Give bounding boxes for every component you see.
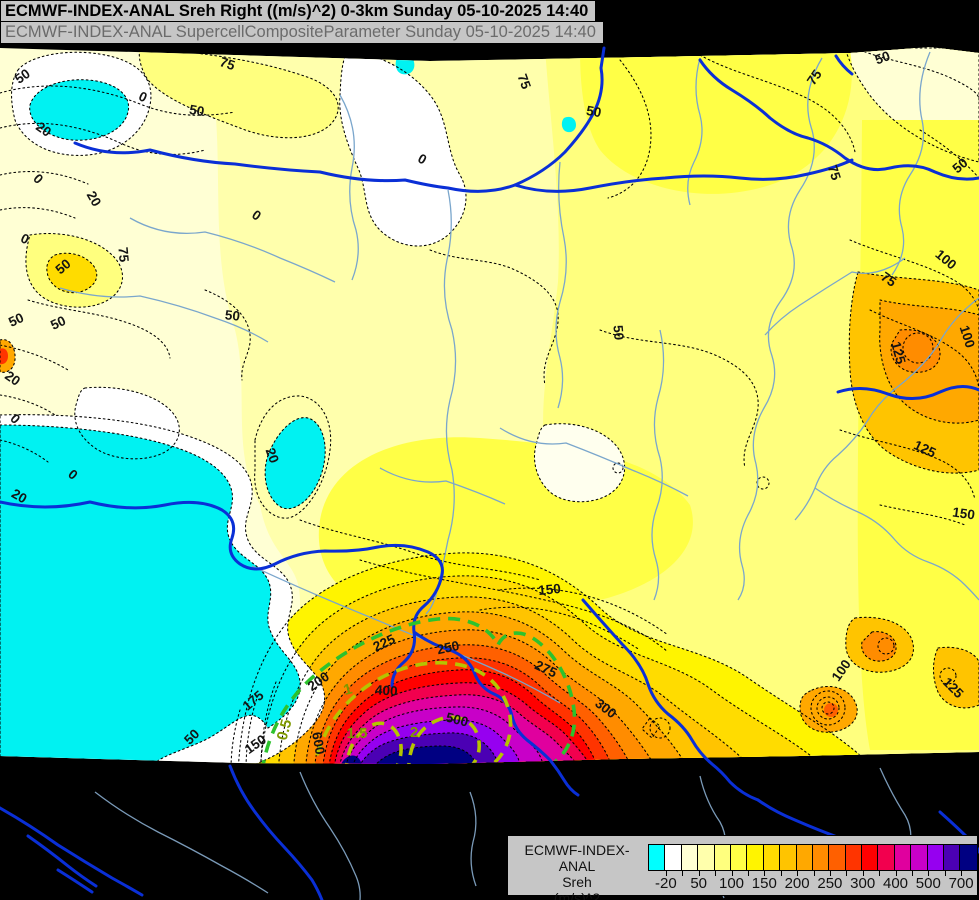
contour-value-label: 50 bbox=[188, 102, 205, 119]
legend-swatch bbox=[698, 845, 715, 870]
legend-tick-label: 700 bbox=[948, 875, 974, 892]
legend-tick-mark bbox=[764, 871, 766, 876]
contour-value-label: 75 bbox=[218, 54, 237, 73]
contour-value-label: 150 bbox=[538, 581, 562, 598]
legend-tick-mark bbox=[879, 871, 881, 876]
legend-swatch bbox=[665, 845, 682, 870]
contour-value-label: 50 bbox=[585, 103, 602, 120]
legend-swatch bbox=[829, 845, 846, 870]
country-borders bbox=[0, 46, 979, 900]
legend-swatch bbox=[845, 845, 863, 870]
legend-tick-mark bbox=[813, 871, 815, 876]
legend-swatch bbox=[747, 845, 764, 870]
scp-value-label: 1.5 bbox=[347, 725, 368, 742]
color-legend: ECMWF-INDEX-ANAL Sreh (m/s)^2 -20 50 100 15… bbox=[507, 835, 978, 900]
legend-text-block: ECMWF-INDEX-ANAL Sreh (m/s)^2 bbox=[510, 842, 644, 900]
legend-tick-label: 400 bbox=[882, 875, 909, 892]
legend-tick-mark bbox=[895, 871, 897, 876]
legend-tick-mark bbox=[862, 871, 864, 876]
helicity-color-field bbox=[0, 47, 979, 764]
legend-tick-mark bbox=[698, 871, 700, 876]
contour-value-label: 20 bbox=[9, 486, 30, 507]
legend-tick-mark bbox=[829, 871, 831, 876]
dotted-contour-lines bbox=[0, 47, 979, 764]
contour-value-label: 75 bbox=[115, 246, 131, 263]
legend-tick-label: 300 bbox=[850, 875, 876, 892]
legend-tick-mark bbox=[944, 871, 946, 876]
title-line-1: ECMWF-INDEX-ANAL Sreh Right ((m/s)^2) 0-… bbox=[0, 0, 597, 23]
legend-tick-mark bbox=[715, 871, 717, 876]
contour-value-label: 20 bbox=[84, 188, 105, 209]
legend-swatch bbox=[878, 845, 895, 870]
contour-value-label: 50 bbox=[53, 256, 74, 277]
contour-value-label: 50 bbox=[950, 155, 971, 176]
legend-swatch bbox=[763, 845, 781, 870]
scp-value-label: 2 bbox=[410, 724, 418, 741]
contour-value-label: 20 bbox=[2, 368, 23, 389]
legend-model-label: ECMWF-INDEX-ANAL bbox=[524, 842, 630, 874]
legend-swatch bbox=[862, 845, 879, 870]
contour-value-label: 500 bbox=[444, 710, 469, 730]
legend-tick-mark bbox=[961, 871, 963, 876]
legend-swatch bbox=[911, 845, 928, 870]
legend-swatch bbox=[812, 845, 830, 870]
contour-value-label: 600 bbox=[309, 731, 328, 756]
contour-value-label: 125 bbox=[888, 340, 908, 366]
contour-value-label: 50 bbox=[48, 313, 68, 333]
contour-value-label: 50 bbox=[6, 310, 26, 330]
contour-value-label: 400 bbox=[375, 682, 399, 699]
legend-tick-mark bbox=[665, 871, 667, 876]
legend-swatch bbox=[796, 845, 813, 870]
legend-colorbar bbox=[648, 844, 978, 871]
legend-tick-mark bbox=[846, 871, 848, 876]
legend-tick-label: -20 bbox=[655, 875, 677, 892]
contour-value-label: 150 bbox=[951, 505, 975, 523]
legend-tick-mark bbox=[928, 871, 930, 876]
contour-value-label: 50 bbox=[224, 307, 241, 323]
legend-swatch bbox=[894, 845, 912, 870]
legend-tick-label: 50 bbox=[690, 875, 708, 892]
contour-value-label: 50 bbox=[873, 48, 892, 67]
legend-tick-mark bbox=[682, 871, 684, 876]
contour-value-label: 100 bbox=[957, 324, 978, 350]
legend-tick-label: 200 bbox=[784, 875, 810, 892]
contour-value-label: 75 bbox=[825, 163, 844, 182]
legend-tick-label: 150 bbox=[751, 875, 777, 892]
legend-swatch bbox=[714, 845, 731, 870]
title-line-2: ECMWF-INDEX-ANAL SupercellCompositeParam… bbox=[0, 21, 604, 44]
legend-swatch bbox=[681, 845, 699, 870]
contour-value-label: 50 bbox=[610, 324, 626, 340]
legend-param-label: Sreh bbox=[562, 874, 592, 890]
legend-swatch bbox=[927, 845, 945, 870]
legend-tick-label: 100 bbox=[718, 875, 745, 892]
scp-value-label: 0.5 bbox=[274, 718, 296, 743]
legend-tick-mark bbox=[911, 871, 913, 876]
legend-units-label: (m/s)^2 bbox=[553, 890, 601, 900]
legend-swatch bbox=[944, 845, 961, 870]
contour-value-label: 75 bbox=[515, 72, 534, 92]
contour-value-label: 50 bbox=[12, 66, 33, 87]
legend-tick-label: 500 bbox=[915, 875, 941, 892]
scp-labels-layer: 0.511.5 2 bbox=[274, 680, 418, 742]
legend-swatch bbox=[730, 845, 748, 870]
legend-swatch bbox=[780, 845, 797, 870]
legend-tick-label: 250 bbox=[817, 875, 843, 892]
legend-swatch bbox=[649, 845, 666, 870]
legend-tick-mark bbox=[780, 871, 782, 876]
legend-swatch bbox=[960, 845, 977, 870]
contour-value-label: 20 bbox=[263, 446, 282, 465]
contour-value-label: 20 bbox=[33, 119, 54, 140]
legend-tick-mark bbox=[731, 871, 733, 876]
legend-tick-mark bbox=[747, 871, 749, 876]
legend-tick-mark bbox=[797, 871, 799, 876]
contour-value-label: 250 bbox=[435, 638, 460, 657]
